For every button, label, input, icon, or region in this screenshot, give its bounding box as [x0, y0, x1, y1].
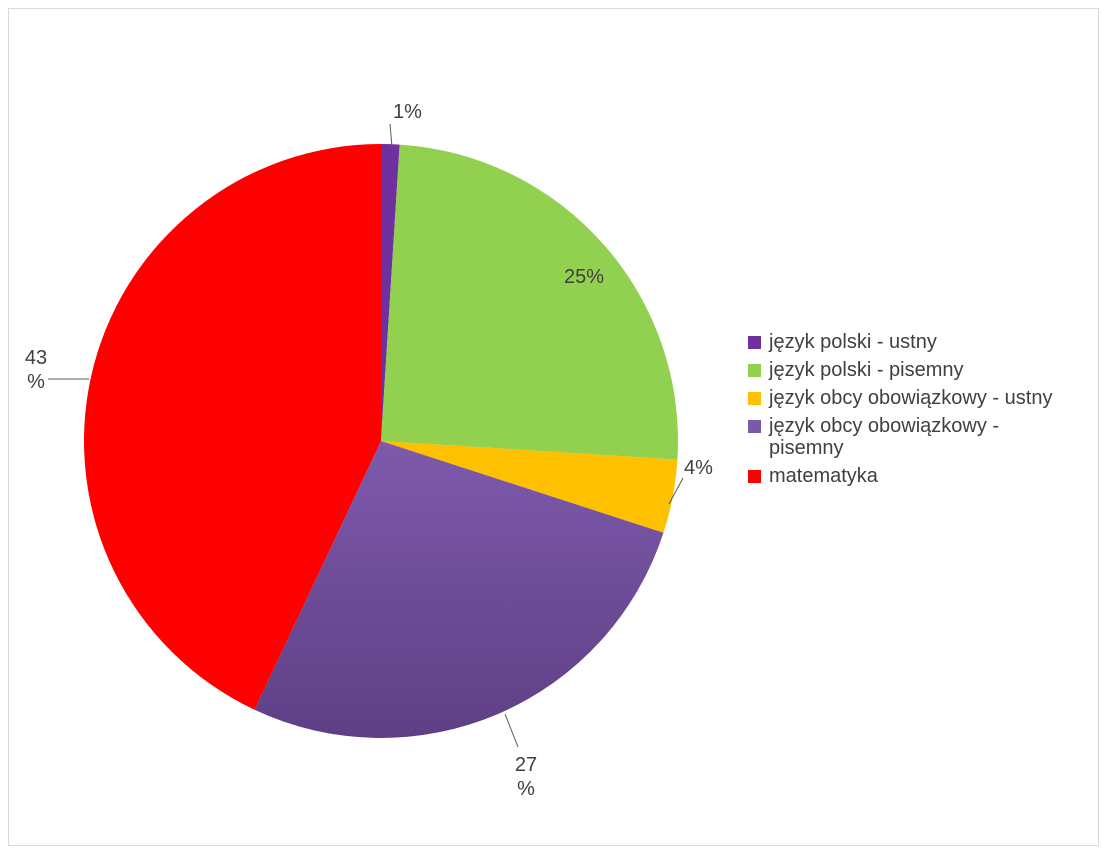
- leader-line-obcy-pisemny: [504, 713, 519, 748]
- pie-slice-polski-ustny: [381, 144, 400, 441]
- data-label-line: 1%: [393, 101, 422, 123]
- legend-label: język obcy obowiązkowy - pisemny: [769, 415, 1000, 459]
- data-label-line: 43: [25, 347, 47, 369]
- data-label-line: 4%: [684, 457, 713, 479]
- legend-swatch: [748, 336, 761, 349]
- legend-label: język polski - pisemny: [769, 359, 964, 381]
- legend-label: matematyka: [769, 465, 878, 487]
- data-label-line: 25%: [564, 266, 604, 288]
- pie-slice-polski-pisemny: [381, 144, 678, 460]
- legend-swatch: [748, 364, 761, 377]
- data-label-obcy-ustny: 4%: [684, 457, 713, 479]
- legend-item: język polski - ustny: [748, 331, 1078, 353]
- data-label-polski-ustny: 1%: [393, 101, 422, 123]
- pie-slice-matematyka: [84, 144, 382, 710]
- data-label-matematyka: 43%: [25, 347, 47, 393]
- legend-item: język polski - pisemny: [748, 359, 1078, 381]
- data-label-polski-pisemny: 25%: [564, 266, 604, 288]
- legend-item: matematyka: [748, 465, 1078, 487]
- legend-swatch: [748, 392, 761, 405]
- legend-item: język obcy obowiązkowy - ustny: [748, 387, 1078, 409]
- legend-swatch: [748, 470, 761, 483]
- legend-item: język obcy obowiązkowy - pisemny: [748, 415, 1078, 459]
- leader-line-polski-ustny: [389, 123, 393, 148]
- data-label-line: 27: [515, 754, 537, 776]
- leader-line-obcy-ustny: [668, 477, 684, 505]
- data-label-obcy-pisemny: 27%: [515, 754, 537, 800]
- data-label-line: %: [27, 371, 45, 393]
- pie-slice-obcy-ustny: [381, 441, 678, 533]
- legend-label: język polski - ustny: [769, 331, 937, 353]
- pie-slice-obcy-pisemny: [254, 441, 664, 738]
- legend-swatch: [748, 420, 761, 433]
- data-label-line: %: [517, 778, 535, 800]
- legend-label: język obcy obowiązkowy - ustny: [769, 387, 1053, 409]
- legend: język polski - ustny język polski - pise…: [748, 331, 1078, 493]
